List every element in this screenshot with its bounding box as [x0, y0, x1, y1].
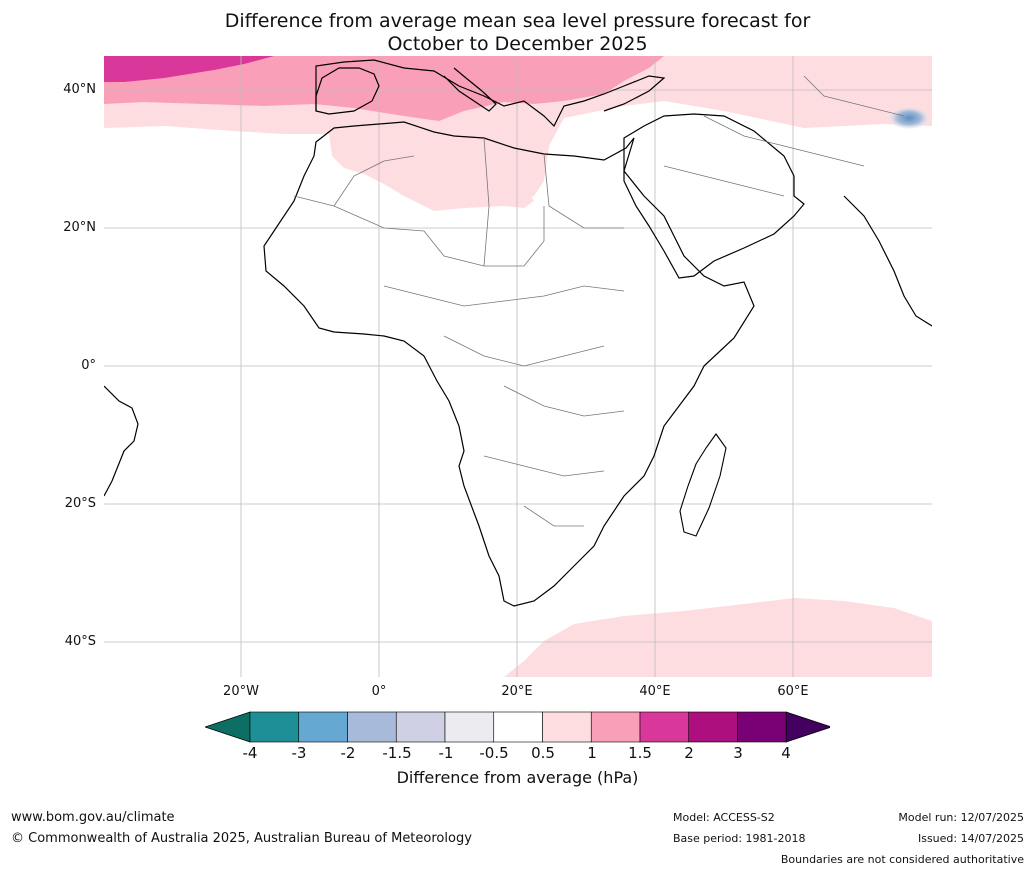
title-line-1: Difference from average mean sea level p…: [224, 10, 811, 32]
iberia: [315, 67, 380, 115]
africa-coastline: [263, 121, 755, 607]
copyright-text: © Commonwealth of Australia 2025, Austra…: [11, 831, 472, 846]
colorbar-label: Difference from average (hPa): [396, 768, 639, 787]
model-name: Model: ACCESS-S2: [673, 811, 775, 824]
colorbar-segment: [542, 711, 592, 743]
colorbar-tick: -0.5: [479, 744, 509, 762]
website-link[interactable]: www.bom.gov.au/climate: [11, 810, 175, 825]
colorbar-tick: 1: [587, 744, 597, 762]
lon-label-20w: 20°W: [223, 684, 259, 699]
colorbar-tick: -1: [438, 744, 454, 762]
colorbar-tick: 1.5: [628, 744, 652, 762]
colorbar-tick: -1.5: [382, 744, 412, 762]
lat-label-0: 0°: [81, 358, 96, 373]
lat-label-20n: 20°N: [63, 220, 96, 235]
model-run-date: Model run: 12/07/2025: [898, 811, 1024, 824]
colorbar-tick: -2: [340, 744, 356, 762]
colorbar-tick: 2: [684, 744, 694, 762]
lon-label-20e: 20°E: [501, 684, 533, 699]
colorbar-tick: 3: [733, 744, 743, 762]
italy: [443, 67, 497, 112]
south-america-coastline: [104, 385, 139, 497]
colorbar-tick: -4: [242, 744, 258, 762]
anomaly-region-light-north-2: [329, 116, 534, 211]
colorbar-segment: [249, 711, 300, 743]
india-coastline: [843, 195, 932, 327]
europe-coastline: [315, 59, 666, 128]
anomaly-region-pink-band: [104, 56, 664, 121]
colorbar-arrow-high: [785, 711, 830, 743]
colorbar-tick: 0.5: [531, 744, 555, 762]
colorbar-tick: -3: [291, 744, 307, 762]
graticule: [104, 56, 932, 677]
base-period: Base period: 1981-2018: [673, 832, 806, 845]
title-line-2: October to December 2025: [387, 33, 648, 55]
colorbar-segment: [639, 711, 690, 743]
colorbar-segment: [395, 711, 446, 743]
colorbar-segment: [737, 711, 787, 743]
anomaly-region-magenta: [104, 56, 274, 82]
boundaries-disclaimer: Boundaries are not considered authoritat…: [780, 853, 1024, 866]
madagascar: [679, 433, 727, 537]
lat-label-40n: 40°N: [63, 82, 96, 97]
lat-label-20s: 20°S: [64, 496, 96, 511]
map-area: [104, 56, 932, 677]
lon-label-60e: 60°E: [777, 684, 809, 699]
issued-date: Issued: 14/07/2025: [917, 832, 1024, 845]
colorbar-segment: [298, 711, 348, 743]
map-title: Difference from average mean sea level p…: [0, 10, 1035, 56]
colorbar-segment: [347, 711, 397, 743]
anomaly-region-negative-spot: [889, 107, 929, 129]
colorbar-segment: [493, 711, 543, 743]
colorbar-segment: [590, 711, 641, 743]
colorbar-segment: [688, 711, 738, 743]
lon-label-0: 0°: [371, 684, 387, 699]
colorbar-tick: 4: [781, 744, 791, 762]
country-borders: [293, 75, 905, 527]
colorbar-segment: [444, 711, 495, 743]
lon-label-40e: 40°E: [639, 684, 671, 699]
colorbar: [205, 711, 830, 743]
anomaly-region-southern-ocean: [504, 598, 932, 677]
arabia-coastline: [623, 113, 805, 279]
colorbar-arrow-low: [205, 711, 251, 743]
lat-label-40s: 40°S: [64, 634, 96, 649]
